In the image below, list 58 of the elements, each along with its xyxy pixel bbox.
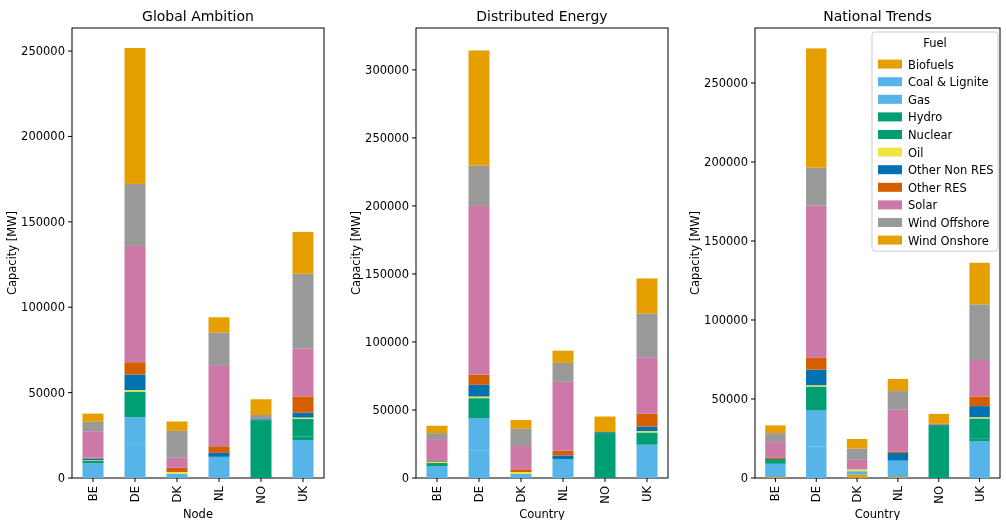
legend-label: Solar bbox=[908, 198, 938, 213]
y-axis-title: Capacity [MW] bbox=[5, 210, 19, 296]
x-tick-label: DE bbox=[472, 486, 487, 503]
x-tick-label: BE bbox=[430, 486, 445, 502]
y-tick-label: 50000 bbox=[372, 403, 409, 418]
x-axis-title: Node bbox=[182, 507, 214, 520]
x-tick-label: DE bbox=[128, 486, 143, 503]
y-tick-label: 150000 bbox=[21, 214, 65, 229]
y-tick-label: 0 bbox=[740, 471, 748, 486]
x-tick-label: DK bbox=[170, 485, 185, 503]
x-tick-label: BE bbox=[86, 486, 101, 502]
x-axis-title: Country bbox=[519, 507, 566, 520]
y-tick-label: 250000 bbox=[365, 130, 409, 145]
x-tick-label: DK bbox=[514, 485, 529, 503]
y-tick-label: 300000 bbox=[365, 62, 409, 77]
legend-label: Other RES bbox=[908, 180, 967, 195]
legend-label: Gas bbox=[908, 92, 930, 107]
legend-label: Nuclear bbox=[908, 128, 953, 142]
x-tick-label: DE bbox=[809, 486, 824, 503]
legend-label: Hydro bbox=[908, 110, 943, 125]
legend-label: Coal & Lignite bbox=[908, 75, 989, 90]
x-tick-label: NO bbox=[254, 486, 269, 504]
y-tick-label: 100000 bbox=[21, 300, 65, 315]
legend-label: Wind Onshore bbox=[908, 233, 989, 248]
legend-label: Biofuels bbox=[908, 57, 954, 72]
x-tick-label: NL bbox=[556, 485, 571, 502]
x-tick-label: DK bbox=[850, 485, 865, 503]
legend-label: Other Non RES bbox=[908, 163, 994, 178]
x-tick-label: NL bbox=[890, 485, 905, 502]
x-tick-label: NO bbox=[598, 486, 613, 504]
x-tick-label: UK bbox=[972, 485, 987, 502]
x-tick-label: UK bbox=[640, 485, 655, 502]
y-tick-label: 50000 bbox=[28, 385, 65, 400]
y-tick-label: 0 bbox=[401, 471, 409, 486]
chart-title: Global Ambition bbox=[142, 8, 254, 24]
chart-title: Distributed Energy bbox=[476, 8, 608, 24]
legend-label: Oil bbox=[908, 145, 924, 160]
y-tick-label: 200000 bbox=[704, 155, 748, 170]
y-axis-title: Capacity [MW] bbox=[349, 210, 363, 296]
y-tick-label: 200000 bbox=[21, 129, 65, 144]
legend-label: Wind Offshore bbox=[908, 216, 990, 230]
x-axis-title: Country bbox=[854, 507, 901, 520]
x-tick-label: NO bbox=[931, 486, 946, 504]
x-tick-label: BE bbox=[768, 486, 783, 502]
x-tick-label: UK bbox=[296, 485, 311, 502]
y-tick-label: 100000 bbox=[365, 334, 409, 349]
y-tick-label: 50000 bbox=[711, 392, 748, 407]
x-tick-label: NL bbox=[212, 485, 227, 502]
y-tick-label: 150000 bbox=[365, 266, 409, 281]
y-tick-label: 250000 bbox=[21, 44, 65, 59]
y-tick-label: 100000 bbox=[704, 313, 748, 328]
y-tick-label: 150000 bbox=[704, 234, 748, 249]
y-axis-title: Capacity [MW] bbox=[688, 210, 702, 296]
y-tick-label: 250000 bbox=[704, 76, 748, 91]
y-tick-label: 200000 bbox=[365, 198, 409, 213]
legend-title: Fuel bbox=[923, 36, 947, 50]
chart-title: National Trends bbox=[823, 8, 932, 24]
y-tick-label: 0 bbox=[57, 471, 65, 486]
